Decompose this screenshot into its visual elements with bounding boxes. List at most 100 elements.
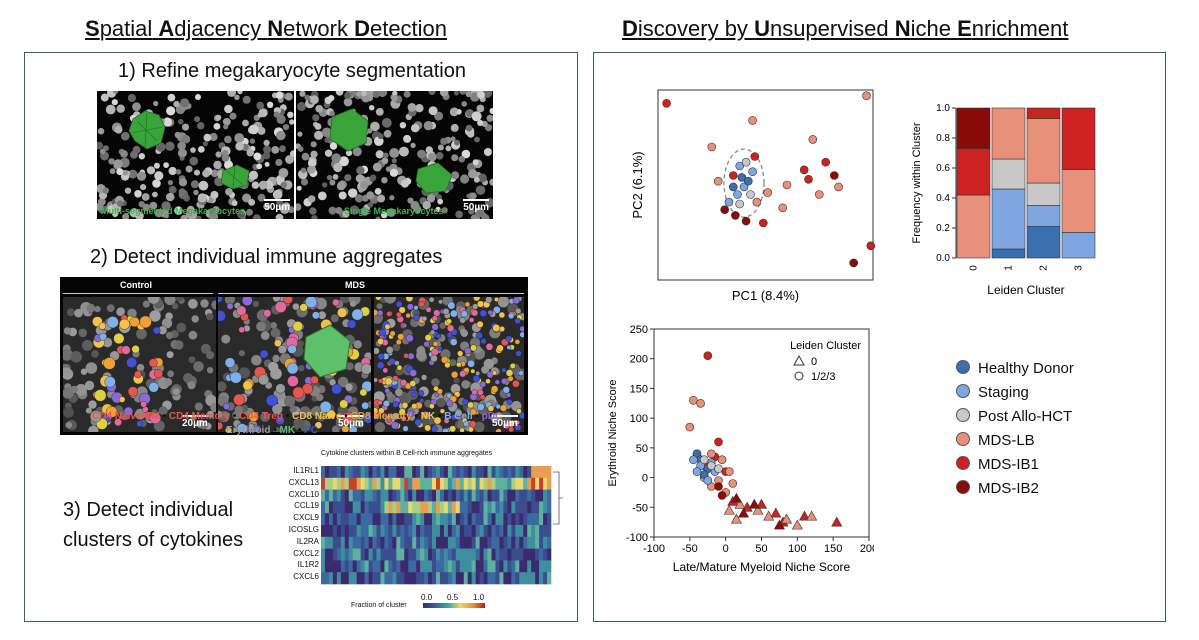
nucleus bbox=[195, 94, 201, 100]
immune-cell bbox=[446, 324, 455, 332]
heatmap-cell bbox=[428, 572, 433, 585]
y-tick-label: 0.4 bbox=[936, 193, 950, 204]
heatmap-cell bbox=[344, 489, 350, 502]
legend-title: Leiden Cluster bbox=[790, 340, 861, 352]
heatmap-cell bbox=[475, 501, 480, 514]
bar-segment bbox=[1026, 205, 1061, 227]
immune-cell bbox=[406, 303, 414, 311]
immune-cell bbox=[505, 369, 514, 377]
nucleus bbox=[383, 129, 392, 138]
heatmap-cell bbox=[455, 572, 461, 585]
heatmap-cell bbox=[495, 525, 500, 538]
nucleus bbox=[468, 208, 475, 215]
immune-cell bbox=[384, 387, 391, 394]
immune-cell bbox=[384, 323, 391, 330]
nucleus bbox=[246, 208, 253, 216]
bar-segment bbox=[991, 248, 1026, 259]
nucleus bbox=[260, 412, 270, 422]
nucleus bbox=[187, 381, 196, 390]
heatmap-cell bbox=[332, 477, 338, 490]
scatter-point bbox=[729, 182, 738, 192]
nucleus bbox=[163, 213, 169, 219]
nucleus bbox=[135, 211, 144, 219]
nucleus bbox=[121, 131, 130, 141]
heatmap-cell bbox=[471, 572, 476, 585]
immune-cell bbox=[292, 302, 300, 311]
heatmap-cell bbox=[432, 466, 437, 479]
immune-cell bbox=[386, 311, 392, 317]
nucleus bbox=[206, 367, 214, 374]
nucleus bbox=[136, 328, 147, 340]
nucleus bbox=[215, 151, 222, 158]
nucleus bbox=[300, 167, 307, 174]
nucleus bbox=[475, 185, 486, 195]
heatmap-cell bbox=[519, 466, 524, 479]
nucleus bbox=[270, 322, 278, 329]
heatmap-cell bbox=[424, 548, 429, 561]
nucleus bbox=[256, 321, 266, 332]
x-tick-label: 200 bbox=[860, 543, 874, 555]
heatmap-cell bbox=[400, 477, 405, 490]
heatmap-cell bbox=[503, 548, 508, 561]
cell-type-label: MK bbox=[279, 425, 296, 436]
immune-cell bbox=[516, 408, 522, 414]
heatmap-row-label: CCL19 bbox=[294, 501, 319, 511]
nucleus bbox=[197, 122, 205, 130]
nucleus bbox=[335, 207, 343, 214]
heatmap-cell bbox=[428, 489, 433, 502]
nucleus bbox=[297, 146, 304, 152]
heatmap-cell bbox=[459, 525, 465, 538]
nucleus bbox=[210, 402, 216, 413]
heatmap-cell bbox=[455, 513, 461, 526]
nucleus bbox=[174, 131, 181, 139]
heatmap-cell bbox=[511, 536, 516, 549]
immune-cell bbox=[326, 409, 336, 420]
nucleus bbox=[473, 176, 480, 183]
nucleus bbox=[164, 297, 176, 305]
immune-cell bbox=[494, 297, 499, 302]
heatmap-cell bbox=[487, 477, 492, 490]
immune-cell bbox=[314, 421, 323, 429]
heatmap-cell bbox=[503, 466, 508, 479]
nucleus bbox=[94, 305, 101, 313]
heatmap-cell bbox=[416, 536, 421, 549]
heatmap-cell bbox=[443, 501, 449, 514]
nucleus bbox=[372, 91, 380, 98]
immune-cell bbox=[241, 297, 253, 306]
scatter-point bbox=[778, 203, 787, 213]
heatmap-cell bbox=[328, 489, 334, 502]
heatmap-cell bbox=[515, 477, 520, 490]
heatmap-cell bbox=[356, 466, 361, 479]
heatmap-cell bbox=[392, 536, 397, 549]
cell-type-label: NK bbox=[420, 411, 436, 422]
nucleus bbox=[376, 303, 383, 310]
scatter-point-triangle bbox=[791, 519, 803, 530]
immune-cell bbox=[490, 385, 499, 393]
heatmap-cell bbox=[531, 536, 536, 549]
heatmap-cell bbox=[376, 477, 381, 490]
heatmap-cell bbox=[372, 477, 377, 490]
nucleus bbox=[99, 148, 106, 155]
heatmap-cell bbox=[400, 536, 405, 549]
nucleus bbox=[342, 210, 350, 218]
heatmap-cell bbox=[531, 525, 536, 538]
heatmap-cell bbox=[459, 536, 465, 549]
scatter-point bbox=[717, 455, 727, 464]
heatmap-cell bbox=[348, 513, 354, 526]
heatmap-cell bbox=[531, 489, 536, 502]
heatmap-cell bbox=[523, 477, 528, 490]
heatmap-cell bbox=[404, 548, 409, 561]
nucleus bbox=[349, 300, 357, 307]
immune-cell bbox=[377, 338, 384, 345]
scatter-point bbox=[752, 197, 762, 207]
heatmap-cell bbox=[547, 536, 552, 549]
megakaryocyte-segments bbox=[329, 108, 453, 194]
heatmap-cell bbox=[376, 466, 381, 479]
heatmap-cell bbox=[479, 501, 484, 514]
heatmap-cell bbox=[428, 477, 433, 490]
heatmap-cell bbox=[396, 548, 401, 561]
heatmap-cell bbox=[491, 548, 496, 561]
heatmap-cell bbox=[328, 513, 334, 526]
heatmap-cell bbox=[519, 525, 524, 538]
heatmap-cell bbox=[332, 548, 338, 561]
